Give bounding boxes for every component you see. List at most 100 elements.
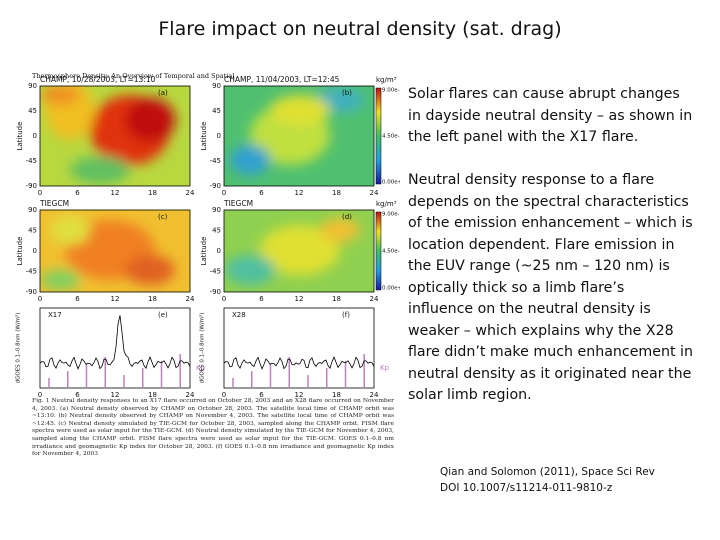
lat-tick-label: 45	[28, 227, 37, 235]
heatmap-field	[40, 215, 175, 290]
kp-label: Kp	[196, 364, 206, 372]
ut-tick-label: 24	[370, 189, 379, 197]
heatmap-blob	[70, 156, 130, 184]
panel-label: (c)	[158, 213, 168, 221]
lat-tick-label: -90	[210, 288, 221, 296]
panel-label: (a)	[158, 89, 168, 97]
ut-tick-label: 18	[148, 391, 157, 399]
lat-tick-label: 0	[33, 132, 37, 140]
panel-frame	[39, 209, 191, 293]
panel-label: (b)	[342, 89, 352, 97]
lat-tick-label: 45	[212, 227, 221, 235]
ut-tick-label: 18	[332, 391, 341, 399]
ut-tick-label: 24	[186, 295, 195, 303]
heatmap	[224, 86, 374, 186]
panel-frame	[223, 85, 375, 187]
lat-tick-label: -90	[210, 182, 221, 190]
ut-tick-label: 24	[186, 391, 195, 399]
ut-tick-label: 24	[370, 295, 379, 303]
ut-tick-label: 6	[259, 391, 264, 399]
ut-tick-label: 6	[259, 189, 264, 197]
lat-tick-label: 90	[28, 206, 37, 214]
lat-tick-label: 90	[28, 82, 37, 90]
colorbar	[375, 87, 382, 185]
paragraph: Solar flares can cause abrupt changes in…	[408, 86, 693, 145]
ut-tick-label: 24	[370, 391, 379, 399]
colorbar-tick: 4.50e-12	[382, 134, 400, 140]
ut-tick-label: 0	[38, 391, 42, 399]
panel-frame	[223, 307, 375, 389]
heatmap-field	[40, 86, 175, 184]
ut-tick-label: 0	[222, 295, 226, 303]
ut-tick-label: 6	[75, 295, 80, 303]
colorbar-tick: 4.50e-12	[382, 249, 400, 255]
panel-title: X17	[48, 311, 62, 319]
lat-tick-label: 90	[212, 206, 221, 214]
colorbar	[375, 211, 382, 291]
panel-title: X28	[232, 311, 246, 319]
heatmap	[224, 210, 374, 292]
ut-tick-label: 6	[259, 295, 264, 303]
heatmap-blob	[225, 255, 275, 285]
axis-label: dGOES 0.1–0.8nm (W/m²)	[199, 313, 206, 384]
panel-frame	[39, 85, 191, 187]
panel-frame	[223, 209, 375, 293]
ut-tick-label: 0	[38, 189, 42, 197]
heatmap-blob	[40, 86, 80, 105]
ut-tick-label: 12	[111, 391, 120, 399]
axis-label: dGOES 0.1–0.8nm (W/m²)	[15, 313, 22, 384]
panel-label: (f)	[342, 311, 350, 319]
heatmap-field	[225, 218, 360, 285]
lat-tick-label: -45	[210, 157, 221, 165]
citation-line: DOI 10.1007/s11214-011-9810-z	[440, 482, 613, 494]
colorbar-tick: 0.00e+00	[382, 180, 400, 186]
lat-tick-label: -45	[210, 268, 221, 276]
ut-tick-label: 0	[222, 189, 226, 197]
colorbar-unit: kg/m³	[376, 76, 397, 84]
axis-label: Latitude	[16, 122, 24, 151]
heatmap-blob	[270, 95, 330, 125]
paragraph: Neutral density response to a flare depe…	[408, 172, 693, 403]
ut-tick-label: 12	[111, 189, 120, 197]
panel-label: (d)	[342, 213, 352, 221]
lat-tick-label: -45	[26, 268, 37, 276]
lat-tick-label: 0	[217, 132, 221, 140]
ut-tick-label: 18	[332, 189, 341, 197]
lat-tick-label: 90	[212, 82, 221, 90]
ut-tick-label: 6	[75, 189, 80, 197]
axis-label: Latitude	[200, 237, 208, 266]
ut-tick-label: 12	[295, 295, 304, 303]
axis-label: Latitude	[200, 122, 208, 151]
heatmap	[40, 86, 190, 186]
ut-tick-label: 12	[295, 189, 304, 197]
heatmap-blob	[320, 218, 360, 242]
lat-tick-label: 0	[217, 247, 221, 255]
heatmap-field	[230, 88, 365, 175]
heatmap-blob	[260, 225, 340, 275]
heatmap-blob	[125, 98, 175, 142]
colorbar-unit: kg/m³	[376, 200, 397, 208]
lat-tick-label: 45	[28, 107, 37, 115]
panel-title: CHAMP, 11/04/2003, LT=12:45	[224, 75, 340, 84]
panel-title: TIEGCM	[223, 199, 253, 208]
heatmap	[40, 210, 190, 292]
ut-tick-label: 0	[38, 295, 42, 303]
ut-tick-label: 24	[186, 189, 195, 197]
panel-label: (e)	[158, 311, 168, 319]
lat-tick-label: -90	[26, 182, 37, 190]
figure-header: Thermosphere Density: An Overview of Tem…	[32, 72, 234, 80]
heatmap-blob	[50, 215, 90, 245]
slide-title: Flare impact on neutral density (sat. dr…	[158, 18, 562, 40]
ut-tick-label: 18	[148, 189, 157, 197]
ut-tick-label: 12	[111, 295, 120, 303]
lat-tick-label: 0	[33, 247, 37, 255]
figure: Thermosphere Density: An Overview of Tem…	[15, 72, 401, 399]
panel-frame	[39, 307, 191, 389]
heatmap-blob	[40, 270, 80, 290]
colorbar-tick: 9.00e-11	[382, 88, 400, 94]
panel-title: CHAMP, 10/28/2003, LT=13:10	[40, 75, 156, 84]
ut-tick-label: 18	[332, 295, 341, 303]
citation: Qian and Solomon (2011), Space Sci Rev D…	[440, 464, 655, 496]
flux-curve	[223, 356, 375, 370]
citation-line: Qian and Solomon (2011), Space Sci Rev	[440, 466, 655, 478]
